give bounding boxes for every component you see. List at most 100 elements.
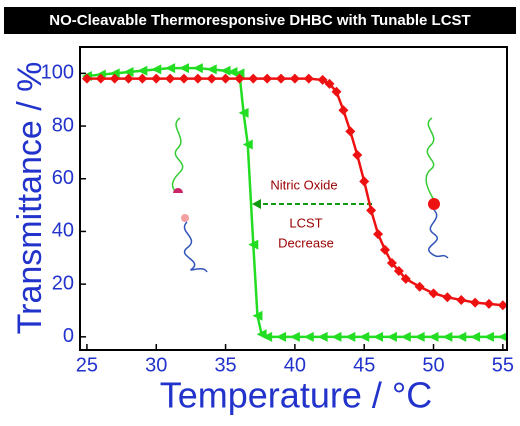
marker <box>428 288 439 299</box>
marker <box>483 331 494 342</box>
annotation: LCST <box>289 215 322 230</box>
x-tick-label: 35 <box>214 354 236 376</box>
marker <box>151 64 162 75</box>
chain-end <box>181 214 189 222</box>
x-tick-label: 45 <box>353 354 375 376</box>
chain-icon <box>183 221 208 273</box>
marker <box>262 331 273 342</box>
marker <box>248 239 259 250</box>
marker <box>497 331 508 342</box>
chain-icon <box>428 209 449 259</box>
marker <box>331 86 342 97</box>
chart-title: NO-Cleavable Thermoresponsive DHBC with … <box>49 12 470 29</box>
marker <box>137 73 148 84</box>
marker <box>317 74 328 85</box>
y-tick-label: 20 <box>52 272 74 294</box>
chain-icon <box>425 117 435 201</box>
x-tick-label: 55 <box>492 354 514 376</box>
marker <box>137 65 148 76</box>
marker <box>470 331 481 342</box>
marker <box>470 297 481 308</box>
marker <box>338 105 349 116</box>
marker <box>248 73 259 84</box>
marker <box>123 67 134 78</box>
marker <box>178 73 189 84</box>
marker <box>483 298 494 309</box>
marker <box>373 229 384 240</box>
x-tick-label: 40 <box>284 354 306 376</box>
marker <box>359 176 370 187</box>
marker <box>345 331 356 342</box>
marker <box>206 73 217 84</box>
x-axis-label: Temperature / °C <box>160 375 433 416</box>
marker <box>238 107 249 118</box>
marker <box>303 331 314 342</box>
plot-frame <box>79 46 508 351</box>
marker <box>252 310 263 321</box>
x-tick-label: 50 <box>422 354 444 376</box>
marker <box>123 73 134 84</box>
marker <box>386 258 397 269</box>
marker <box>373 331 384 342</box>
marker <box>165 73 176 84</box>
marker <box>234 68 245 79</box>
marker <box>262 73 273 84</box>
marker <box>234 73 245 84</box>
marker <box>317 331 328 342</box>
title-bar <box>4 7 516 34</box>
marker <box>178 63 189 74</box>
marker <box>386 331 397 342</box>
y-tick-label: 60 <box>52 167 74 189</box>
marker <box>359 331 370 342</box>
marker <box>227 67 238 78</box>
marker <box>366 205 377 216</box>
marker <box>242 139 253 150</box>
marker <box>414 281 425 292</box>
marker <box>165 63 176 74</box>
marker <box>331 331 342 342</box>
chain-end <box>173 188 183 193</box>
marker <box>456 294 467 305</box>
y-tick-label: 100 <box>41 62 74 84</box>
marker <box>192 73 203 84</box>
y-axis-label: Transmittance / % <box>11 62 49 335</box>
marker <box>276 73 287 84</box>
annotation: Decrease <box>278 235 334 250</box>
marker <box>276 331 287 342</box>
arrow-head <box>252 199 261 209</box>
annotation: Nitric Oxide <box>270 177 337 192</box>
marker <box>192 63 203 74</box>
marker <box>303 73 314 84</box>
marker <box>109 68 120 79</box>
x-tick-label: 30 <box>145 354 167 376</box>
marker <box>109 73 120 84</box>
x-tick-label: 25 <box>76 354 98 376</box>
marker <box>220 73 231 84</box>
marker <box>345 126 356 137</box>
marker <box>289 331 300 342</box>
marker <box>400 331 411 342</box>
marker <box>400 273 411 284</box>
marker <box>428 331 439 342</box>
marker <box>414 331 425 342</box>
marker <box>442 331 453 342</box>
y-tick-label: 80 <box>52 114 74 136</box>
chain-icon <box>171 117 184 193</box>
marker <box>289 73 300 84</box>
marker <box>497 300 508 311</box>
marker <box>442 292 453 303</box>
marker <box>95 73 106 84</box>
y-tick-label: 0 <box>63 325 74 347</box>
marker <box>220 65 231 76</box>
marker <box>380 244 390 255</box>
marker <box>81 73 92 84</box>
marker <box>151 73 162 84</box>
marker <box>352 150 363 161</box>
marker <box>456 331 467 342</box>
marker <box>393 265 404 276</box>
marker <box>206 64 217 75</box>
marker <box>324 78 335 89</box>
y-tick-label: 40 <box>52 220 74 242</box>
